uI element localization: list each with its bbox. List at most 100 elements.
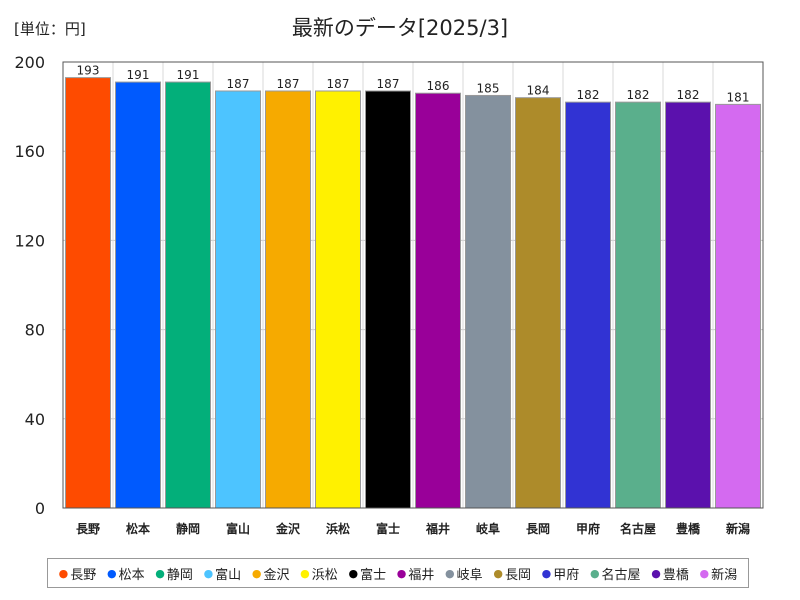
plot-frame [62, 61, 764, 509]
value-label: 186 [427, 79, 450, 93]
bar [615, 101, 661, 509]
bar [715, 103, 761, 509]
bar [465, 94, 511, 509]
value-label: 191 [177, 68, 200, 82]
value-label: 182 [677, 88, 700, 102]
y-tick-label: 40 [25, 410, 45, 429]
value-label: 182 [577, 88, 600, 102]
value-label: 191 [127, 68, 150, 82]
legend-label: 富士 [360, 567, 387, 583]
x-tick-label: 名古屋 [620, 521, 656, 536]
bar [565, 101, 611, 509]
legend-label: 岐阜 [456, 567, 483, 583]
legend-marker: ● [493, 566, 503, 580]
legend-item: ● 豊橋 [651, 564, 689, 583]
x-tick-label: 長野 [76, 521, 100, 536]
legend-label: 甲府 [553, 567, 580, 583]
x-axis-ticks: 長野 松本 静岡 富山 金沢 浜松 富士 福井 岐阜 長岡 甲府 名古屋 豊橋 新潟 [76, 521, 750, 536]
x-tick-label: 長岡 [526, 521, 550, 536]
legend-marker: ● [396, 566, 407, 580]
legend-marker: ● [445, 566, 455, 580]
bars [65, 77, 761, 509]
plot-border [62, 61, 764, 509]
legend-label: 静岡 [166, 567, 193, 583]
legend-marker: ● [251, 566, 262, 580]
value-label: 193 [77, 64, 100, 78]
legend-label: 金沢 [263, 567, 290, 583]
legend-item: ● 浜松 [300, 564, 338, 583]
bar-chart: 193 191 191 187 187 187 187 186 185 184 182 182 182 1… [14, 53, 764, 536]
legend-label: 新潟 [711, 567, 738, 583]
x-tick-label: 岐阜 [476, 521, 500, 536]
value-label: 181 [727, 90, 750, 104]
x-tick-label: 富山 [226, 521, 250, 536]
legend-marker: ● [589, 566, 600, 580]
legend-label: 名古屋 [601, 567, 641, 583]
legend-label: 富山 [215, 567, 242, 583]
legend-item: ● 富士 [348, 564, 386, 583]
y-axis-ticks: 0 40 80 120 160 200 [14, 53, 45, 518]
value-label: 187 [227, 77, 250, 91]
y-tick-label: 80 [25, 321, 45, 340]
x-tick-label: 富士 [376, 521, 400, 536]
legend-label: 豊橋 [662, 567, 689, 583]
bar [365, 90, 411, 509]
legend-item: ● 新潟 [700, 564, 738, 583]
legend-marker: ● [106, 566, 117, 580]
legend: ● 長野 ● 松本 ● 静岡 ● 富山 ● 金沢 ● 浜松 ● 富士 ● 福井 ● 岐阜 ● 長岡 ● 甲府 ● 名古屋 ● 豊橋… [47, 558, 749, 588]
legend-label: 長野 [70, 567, 97, 583]
bar [315, 90, 361, 509]
legend-item: ● 静岡 [155, 564, 193, 583]
value-labels: 193 191 191 187 187 187 187 186 185 184 182 182 182 1… [77, 64, 750, 105]
legend-item: ● 金沢 [252, 564, 290, 583]
legend-item: ● 甲府 [542, 564, 580, 583]
x-tick-label: 福井 [425, 521, 450, 536]
x-tick-label: 豊橋 [676, 521, 701, 536]
y-tick-label: 0 [35, 499, 45, 518]
legend-item: ● 富山 [204, 564, 242, 583]
legend-label: 福井 [408, 567, 435, 583]
legend-label: 松本 [118, 567, 145, 583]
value-label: 184 [527, 84, 550, 98]
x-tick-label: 静岡 [176, 521, 200, 536]
legend-marker: ● [699, 566, 710, 580]
value-label: 182 [627, 88, 650, 102]
legend-marker: ● [651, 566, 661, 580]
legend-marker: ● [348, 566, 359, 580]
bar [265, 90, 311, 509]
legend-item: ● 長岡 [493, 564, 531, 583]
legend-item: ● 松本 [107, 564, 145, 583]
legend-marker: ● [58, 566, 69, 580]
legend-marker: ● [541, 566, 552, 580]
legend-label: 浜松 [311, 567, 338, 583]
y-tick-label: 200 [14, 53, 45, 72]
bar [415, 92, 461, 509]
unit-label: [単位：円] [14, 20, 86, 38]
bar [515, 97, 561, 509]
bar [215, 90, 261, 509]
value-label: 187 [277, 77, 300, 91]
legend-item: ● 岐阜 [445, 564, 483, 583]
legend-item: ● 長野 [59, 564, 97, 583]
legend-marker: ● [203, 566, 214, 580]
bar [65, 77, 111, 509]
legend-item: ● 名古屋 [590, 564, 641, 583]
x-tick-label: 新潟 [726, 521, 750, 536]
value-label: 185 [477, 81, 500, 95]
bar [665, 101, 711, 509]
legend-label: 長岡 [504, 567, 531, 583]
chart-title: 最新のデータ[2025/3] [291, 16, 509, 40]
x-tick-label: 甲府 [576, 521, 600, 536]
y-tick-label: 120 [14, 231, 45, 250]
bar [115, 81, 161, 509]
legend-marker: ● [300, 566, 310, 580]
legend-marker: ● [155, 566, 165, 580]
value-label: 187 [377, 77, 400, 91]
x-tick-label: 松本 [126, 521, 150, 536]
y-tick-label: 160 [14, 142, 45, 161]
x-tick-label: 金沢 [275, 521, 301, 536]
bar [165, 81, 211, 509]
x-tick-label: 浜松 [326, 521, 350, 536]
legend-item: ● 福井 [397, 564, 435, 583]
value-label: 187 [327, 77, 350, 91]
